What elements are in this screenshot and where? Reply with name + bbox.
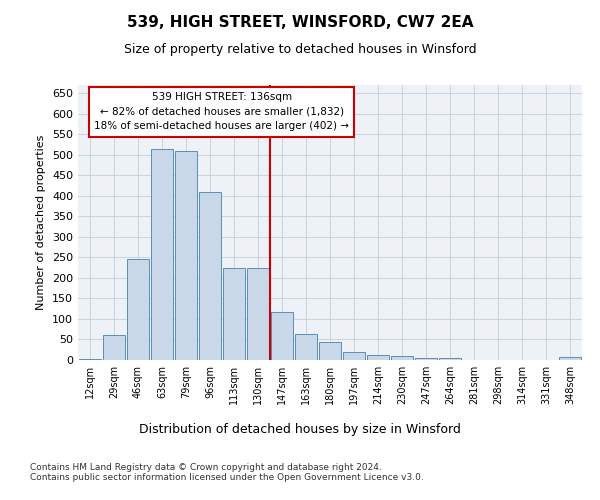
Bar bbox=[415, 358, 437, 360]
Bar bbox=[223, 268, 245, 360]
Bar bbox=[391, 356, 413, 360]
Bar bbox=[247, 268, 269, 360]
Bar bbox=[199, 192, 221, 360]
Text: Size of property relative to detached houses in Winsford: Size of property relative to detached ho… bbox=[124, 42, 476, 56]
Bar bbox=[175, 150, 197, 360]
Bar bbox=[439, 358, 461, 360]
Text: 539, HIGH STREET, WINSFORD, CW7 2EA: 539, HIGH STREET, WINSFORD, CW7 2EA bbox=[127, 15, 473, 30]
Text: 539 HIGH STREET: 136sqm
← 82% of detached houses are smaller (1,832)
18% of semi: 539 HIGH STREET: 136sqm ← 82% of detache… bbox=[94, 92, 349, 132]
Bar bbox=[127, 260, 149, 360]
Text: Contains HM Land Registry data © Crown copyright and database right 2024.
Contai: Contains HM Land Registry data © Crown c… bbox=[30, 462, 424, 482]
Bar bbox=[559, 357, 581, 360]
Bar bbox=[367, 356, 389, 360]
Bar bbox=[103, 336, 125, 360]
Bar bbox=[151, 148, 173, 360]
Bar bbox=[295, 334, 317, 360]
Bar bbox=[319, 342, 341, 360]
Y-axis label: Number of detached properties: Number of detached properties bbox=[37, 135, 46, 310]
Bar bbox=[271, 312, 293, 360]
Bar bbox=[343, 352, 365, 360]
Text: Distribution of detached houses by size in Winsford: Distribution of detached houses by size … bbox=[139, 422, 461, 436]
Bar bbox=[79, 359, 101, 360]
